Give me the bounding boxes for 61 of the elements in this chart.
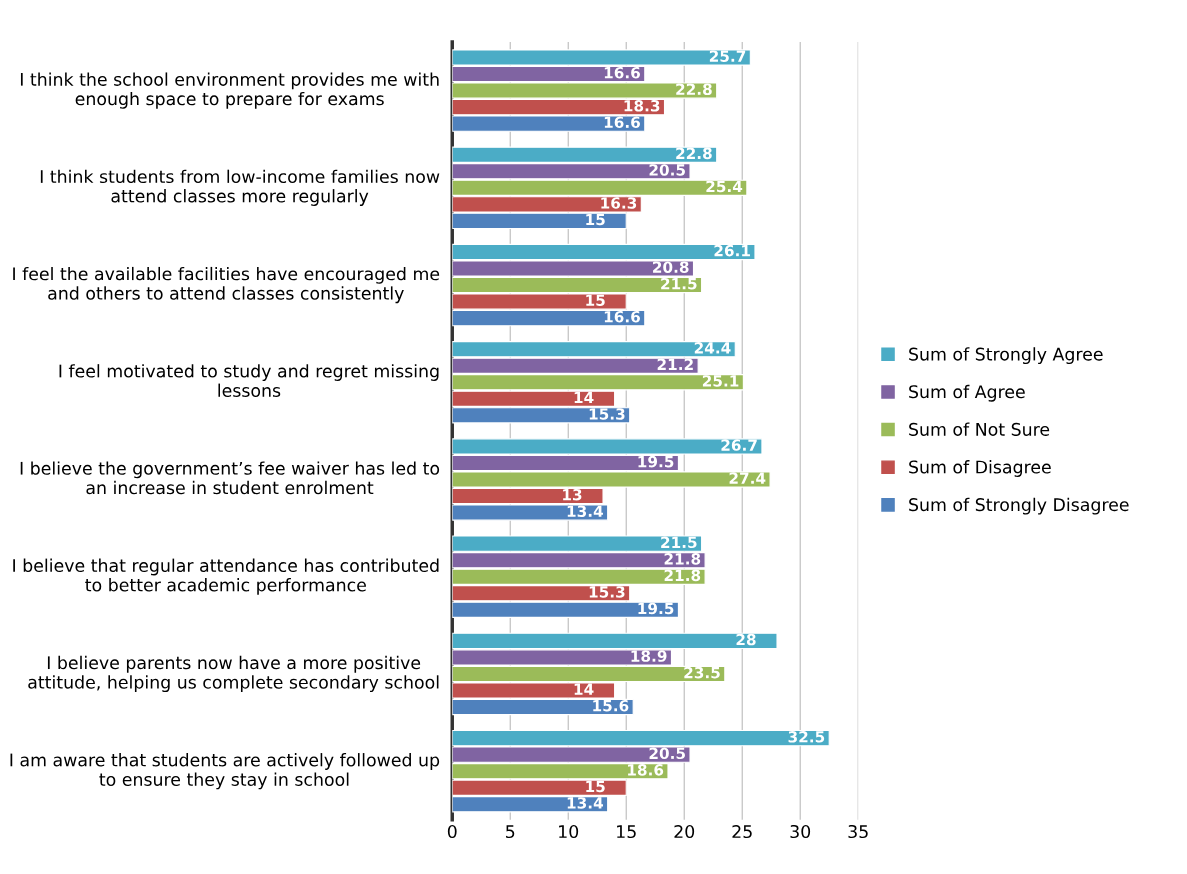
data-label: 13.4 <box>567 505 603 517</box>
legend-label: Sum of Strongly Agree <box>909 347 1103 365</box>
data-label: 13 <box>563 488 582 501</box>
data-label: 15 <box>586 213 605 226</box>
data-label: 25.7 <box>709 50 746 62</box>
data-label: 26.1 <box>714 244 750 257</box>
data-label: 16.6 <box>604 66 640 79</box>
data-label: 25.4 <box>706 180 743 193</box>
x-tick-label: 0 <box>447 824 457 839</box>
data-label: 15.6 <box>593 699 629 712</box>
data-label: 21.8 <box>664 553 701 565</box>
data-label: 21.5 <box>661 277 697 290</box>
y-tick-label: I think the school environment provides me with enough space to prepare for exams <box>20 72 439 109</box>
data-label: 13.4 <box>567 797 603 809</box>
data-label: 20.5 <box>649 164 685 176</box>
x-tick-label: 5 <box>506 825 515 839</box>
y-tick-label: I think students from low-income families now attend classes more regularly <box>40 169 440 206</box>
data-label: 15 <box>586 780 605 793</box>
legend-label: Sum of Not Sure <box>909 422 1050 436</box>
data-label: 14 <box>574 683 594 695</box>
x-tick-label: 20 <box>674 824 695 839</box>
data-label: 21.5 <box>661 536 697 549</box>
y-tick-label: I feel motivated to study and regret missing lessons <box>59 364 439 398</box>
data-label: 19.5 <box>638 455 674 468</box>
data-label: 14 <box>574 391 594 404</box>
data-label: 18.6 <box>628 764 664 776</box>
data-label: 22.8 <box>676 83 712 95</box>
legend-label: Sum of Disagree <box>909 460 1051 477</box>
data-label: 32.5 <box>788 731 825 743</box>
data-label: 16.6 <box>604 116 640 129</box>
data-label: 15.3 <box>589 586 625 598</box>
legend-label: Sum of Strongly Disagree <box>909 497 1129 515</box>
data-label: 16.6 <box>604 310 640 323</box>
data-label: 15 <box>586 294 605 306</box>
y-tick-label: I feel the available facilities have encouraged me and others to attend classes consistently <box>13 266 440 304</box>
data-label: 18.9 <box>631 650 667 662</box>
data-label: 21.2 <box>657 358 693 370</box>
data-label: 16.3 <box>601 197 637 209</box>
x-tick-label: 15 <box>617 825 636 839</box>
data-label: 21.8 <box>664 569 701 582</box>
x-tick-label: 10 <box>559 824 579 839</box>
data-label: 19.5 <box>638 602 674 615</box>
y-tick-label: I believe the government’s fee waiver has led to an increase in student enrolment <box>20 461 440 495</box>
data-label: 20.5 <box>649 747 685 760</box>
data-label: 26.7 <box>721 439 757 451</box>
data-label: 23.5 <box>684 666 720 679</box>
data-label: 20.8 <box>653 261 689 273</box>
data-label: 15.3 <box>589 408 625 420</box>
legend-label: Sum of Agree <box>909 384 1025 402</box>
data-label: 27.4 <box>729 472 766 484</box>
data-label: 18.3 <box>624 99 660 112</box>
data-label: 22.8 <box>676 147 712 160</box>
x-tick-label: 25 <box>732 824 752 839</box>
data-label: 25.1 <box>702 375 739 387</box>
data-label: 28 <box>736 633 756 646</box>
x-tick-label: 30 <box>790 824 811 839</box>
y-tick-label: I believe parents now have a more positive attitude, helping us complete secondary school <box>28 655 439 693</box>
x-tick-label: 35 <box>848 824 868 839</box>
y-tick-label: I am aware that students are actively followed up to ensure they stay in school <box>10 753 440 790</box>
data-label: 24.4 <box>694 342 731 354</box>
y-tick-label: I believe that regular attendance has contributed to better academic performance <box>13 558 439 595</box>
